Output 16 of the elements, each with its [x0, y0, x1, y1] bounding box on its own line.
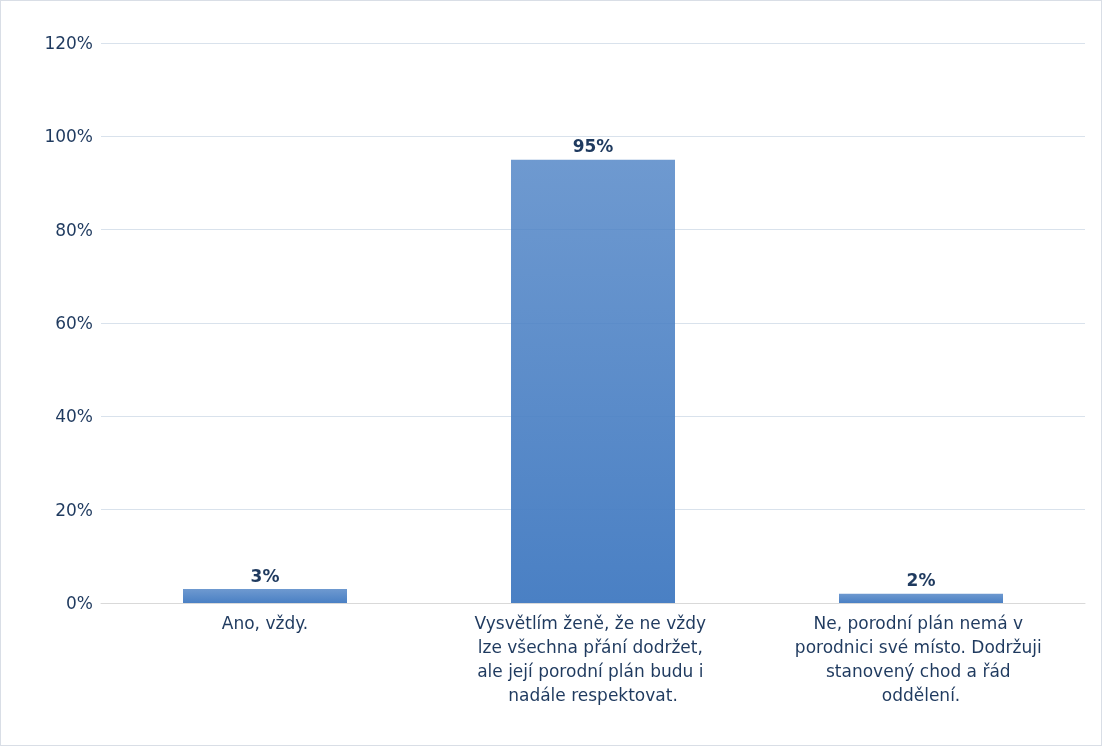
x-tick-label: Vysvětlím ženě, že ne vždy lze všechna přání dodržet, ale její porodní plán budu i nadále respektovat.: [474, 613, 712, 705]
bar: [839, 593, 1003, 603]
y-tick-label: 40%: [55, 406, 93, 427]
data-label: 2%: [906, 570, 936, 591]
x-tick-label: Ne, porodní plán nemá v porodnici své místo. Dodržuji stanovený chod a řád oddělení.: [794, 613, 1048, 705]
data-label: 95%: [572, 136, 614, 157]
y-tick-label: 100%: [44, 126, 93, 147]
data-label: 3%: [250, 565, 280, 586]
bar: [511, 159, 675, 603]
y-tick-label: 80%: [55, 219, 93, 240]
x-tick-label: Ano, vždy.: [221, 613, 309, 633]
y-tick-label: 120%: [44, 33, 93, 53]
y-tick-label: 60%: [55, 313, 93, 333]
bar: [183, 589, 347, 603]
y-tick-label: 20%: [55, 499, 93, 520]
y-tick-label: 0%: [66, 593, 93, 613]
